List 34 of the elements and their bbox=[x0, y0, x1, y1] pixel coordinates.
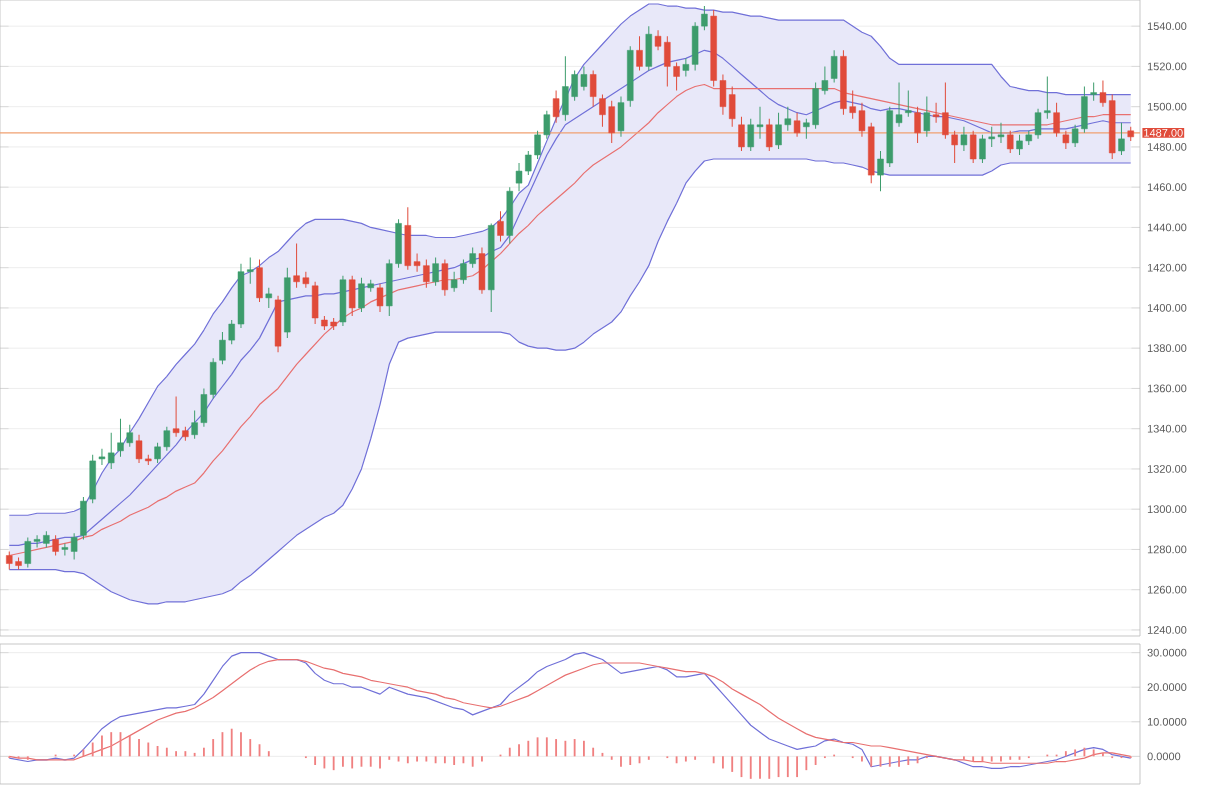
candlestick bbox=[506, 186, 513, 245]
candlestick bbox=[738, 116, 745, 152]
candlestick bbox=[274, 295, 282, 353]
candlestick bbox=[1007, 130, 1014, 154]
candlestick bbox=[589, 69, 597, 108]
candlestick bbox=[497, 210, 504, 243]
candlestick bbox=[1053, 102, 1060, 138]
candlestick bbox=[1118, 122, 1125, 156]
candlestick bbox=[89, 454, 96, 504]
candlestick bbox=[339, 275, 347, 327]
candlestick bbox=[793, 112, 801, 138]
candlestick bbox=[830, 49, 838, 84]
candlestick bbox=[256, 259, 263, 303]
candlestick bbox=[1062, 130, 1070, 150]
candlestick bbox=[905, 90, 912, 118]
candlestick bbox=[766, 118, 773, 152]
candlestick bbox=[265, 287, 272, 309]
candlestick bbox=[478, 247, 486, 295]
candlestick bbox=[645, 25, 652, 71]
candlestick bbox=[636, 35, 643, 71]
candlestick bbox=[52, 534, 59, 556]
candlestick bbox=[552, 90, 560, 124]
candlestick bbox=[311, 281, 319, 325]
candlestick bbox=[960, 126, 968, 152]
candlestick bbox=[914, 106, 921, 144]
candlestick bbox=[80, 496, 87, 540]
candlestick bbox=[441, 259, 449, 297]
candlestick bbox=[617, 96, 625, 138]
candlestick bbox=[348, 275, 356, 317]
candlestick bbox=[432, 257, 439, 287]
candlestick bbox=[376, 283, 384, 313]
candlestick bbox=[1090, 82, 1097, 102]
candlestick bbox=[969, 130, 977, 164]
candlestick bbox=[923, 96, 931, 138]
